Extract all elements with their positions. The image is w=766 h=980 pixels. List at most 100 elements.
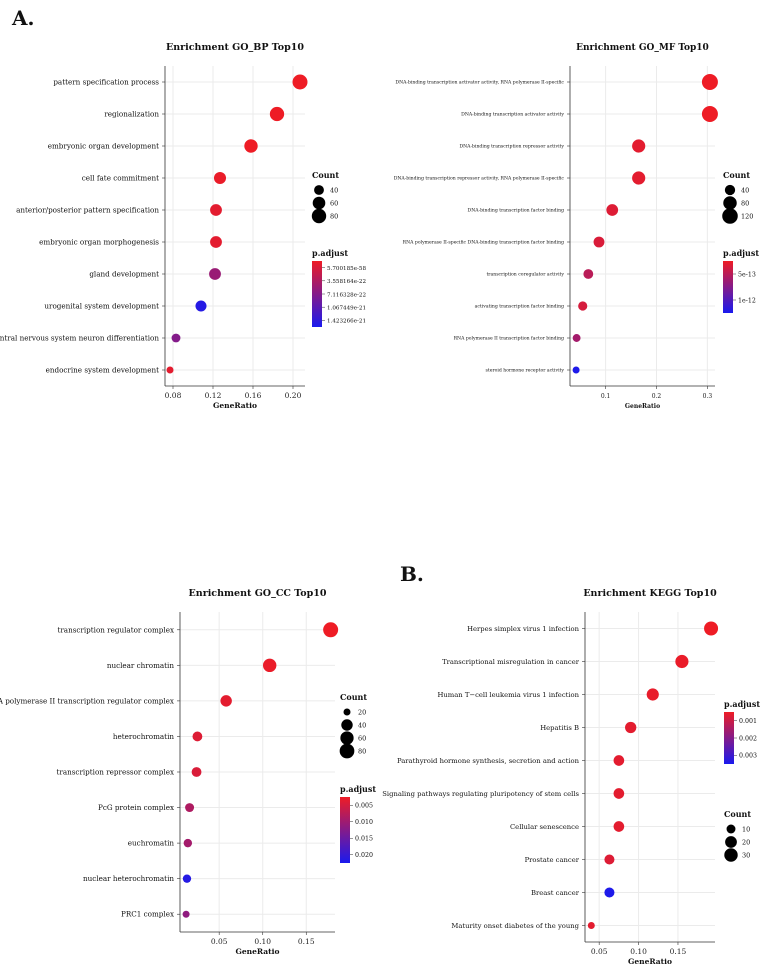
count-legend-dot <box>724 184 736 196</box>
data-point <box>604 854 615 865</box>
data-point <box>210 236 222 248</box>
data-point <box>625 721 637 734</box>
data-point <box>191 767 202 777</box>
x-tick-label: 0.10 <box>630 947 647 956</box>
data-point <box>213 171 227 185</box>
data-point <box>182 874 192 883</box>
x-tick-label: 0.12 <box>205 391 222 400</box>
count-legend-dot <box>723 196 737 210</box>
padj-legend-label: 3.558164e-22 <box>327 279 366 285</box>
x-tick-label: 0.20 <box>285 391 302 400</box>
x-axis-label: GeneRatio <box>236 947 280 956</box>
count-legend-label: 80 <box>330 213 338 221</box>
chart-title: Enrichment GO_MF Top10 <box>576 43 709 53</box>
data-point <box>192 731 203 742</box>
count-legend-label: 60 <box>358 735 366 743</box>
category-label: DNA-binding transcription repressor acti… <box>459 144 564 150</box>
data-point <box>613 755 625 766</box>
padj-colorbar <box>724 712 734 764</box>
count-legend-dot <box>725 836 737 848</box>
x-tick-label: 0.1 <box>601 393 611 400</box>
data-point <box>185 803 195 813</box>
padj-legend-label: 1.067449e-21 <box>327 306 366 312</box>
count-legend-dot <box>343 708 351 716</box>
data-point <box>171 333 181 343</box>
data-point <box>210 204 222 216</box>
category-label: transcription coregulator activity <box>486 272 564 278</box>
count-legend-label: 80 <box>358 748 366 756</box>
chart-go-bp: Enrichment GO_BP Top10 pattern specificat… <box>0 42 366 410</box>
category-label: Hepatitis B <box>540 724 579 732</box>
count-legend-label: 120 <box>741 213 753 221</box>
data-point <box>604 887 615 898</box>
padj-legend-label: 0.015 <box>355 836 373 843</box>
category-label: DNA-binding transcription repressor acti… <box>394 176 565 182</box>
chart-go-mf: Enrichment GO_MF Top10 DNA-binding transc… <box>394 43 760 410</box>
data-point <box>593 236 605 248</box>
category-label: Signaling pathways regulating pluripoten… <box>382 790 579 798</box>
padj-colorbar <box>312 261 322 327</box>
count-legend-label: 10 <box>742 826 750 834</box>
data-point <box>583 269 594 279</box>
x-axis-label: GeneRatio <box>628 957 672 966</box>
padj-legend-label: 0.001 <box>739 718 757 725</box>
category-label: Breast cancer <box>531 889 580 897</box>
x-tick-label: 0.10 <box>254 937 271 946</box>
category-label: RNA polymerase II transcription regulato… <box>0 696 174 705</box>
chart-title: Enrichment KEGG Top10 <box>583 588 717 599</box>
category-label: transcription repressor complex <box>57 768 175 777</box>
x-tick-label: 0.2 <box>652 393 662 400</box>
padj-legend-label: 7.116328e-22 <box>327 292 366 298</box>
x-axis-label: GeneRatio <box>213 401 257 410</box>
count-legend-label: 60 <box>330 200 338 208</box>
category-label: steroid hormone receptor activity <box>486 368 565 374</box>
plot-area <box>570 66 715 386</box>
category-label: PRC1 complex <box>121 910 174 919</box>
count-legend-dot <box>340 731 354 745</box>
count-legend-dot <box>722 208 738 224</box>
data-point <box>323 622 339 638</box>
data-point <box>646 688 659 701</box>
category-label: DNA-binding transcription activator acti… <box>395 80 564 86</box>
data-point <box>578 301 588 311</box>
data-point <box>704 621 719 636</box>
data-point <box>701 106 718 122</box>
category-label: RNA polymerase II transcription factor b… <box>454 336 564 342</box>
x-tick-label: 0.3 <box>703 393 713 400</box>
category-label: DNA-binding transcription activator acti… <box>461 112 564 118</box>
padj-legend-label: 0.010 <box>355 819 373 826</box>
data-point <box>632 171 646 185</box>
count-legend-dot <box>341 719 353 731</box>
category-label: Maturity onset diabetes of the young <box>451 922 579 930</box>
data-point <box>292 74 308 90</box>
data-point <box>209 268 221 280</box>
padj-legend-label: 0.002 <box>739 735 757 742</box>
data-point <box>572 334 581 342</box>
padj-colorbar <box>723 261 733 313</box>
count-legend-title: Count <box>723 170 750 180</box>
padj-colorbar <box>340 797 350 863</box>
count-legend-dot <box>724 848 738 862</box>
chart-kegg: Enrichment KEGG Top10 Herpes simplex viru… <box>382 588 760 966</box>
category-label: activating transcription factor binding <box>475 304 564 310</box>
category-label: embryonic organ morphogenesis <box>39 238 159 247</box>
x-axis-label: GeneRatio <box>625 403 660 410</box>
x-tick-label: 0.16 <box>245 391 262 400</box>
panel-label-a: A. <box>12 6 35 30</box>
padj-legend-label: 0.020 <box>355 852 373 859</box>
category-label: embryonic organ development <box>48 142 159 151</box>
data-point <box>182 910 190 918</box>
count-legend-dot <box>311 208 327 224</box>
x-tick-label: 0.08 <box>165 391 182 400</box>
data-point <box>220 695 232 707</box>
count-legend-label: 20 <box>358 709 366 717</box>
count-legend-label: 40 <box>741 187 749 195</box>
data-point <box>587 922 595 929</box>
count-legend-title: Count <box>724 809 751 819</box>
category-label: anterior/posterior pattern specification <box>16 206 159 215</box>
count-legend-dot <box>312 196 326 210</box>
data-point <box>613 821 625 832</box>
data-point <box>262 658 277 673</box>
count-legend-label: 80 <box>741 200 749 208</box>
data-point <box>701 74 718 90</box>
